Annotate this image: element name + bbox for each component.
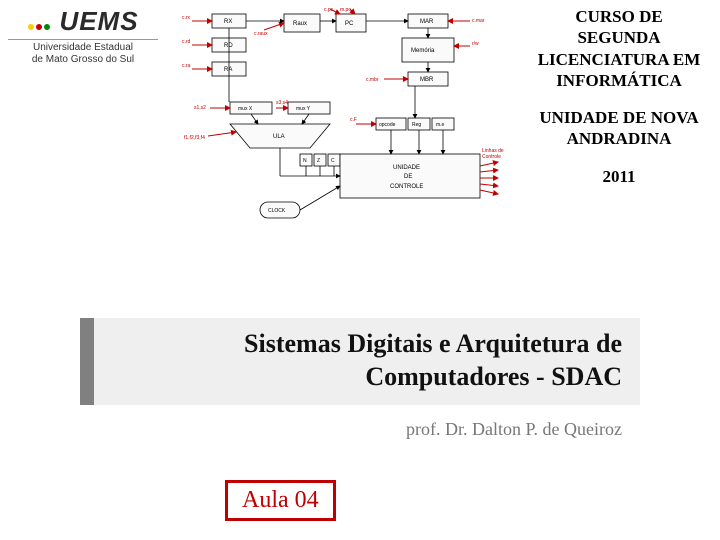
logo-dots — [27, 17, 51, 35]
svg-text:RX: RX — [224, 19, 232, 25]
svg-text:mux X: mux X — [238, 106, 253, 112]
svg-text:c.ra: c.ra — [182, 63, 191, 69]
svg-text:m.pc: m.pc — [340, 7, 351, 13]
svg-text:MAR: MAR — [420, 19, 434, 25]
svg-text:CONTROLE: CONTROLE — [390, 184, 423, 190]
svg-text:c.rx: c.rx — [182, 15, 191, 21]
svg-text:c.mbr: c.mbr — [366, 77, 379, 83]
course-name: CURSO DE SEGUNDA LICENCIATURA EM INFORMÁ… — [524, 6, 714, 91]
svg-text:DE: DE — [404, 174, 412, 180]
architecture-diagram: RX RD RA Raux PC MAR Memória MBR mux X m… — [180, 6, 510, 236]
svg-text:Reg: Reg — [412, 122, 421, 128]
svg-text:CLOCK: CLOCK — [268, 208, 286, 214]
svg-text:C: C — [331, 158, 335, 164]
logo-brand-row: UEMS — [8, 6, 158, 37]
svg-text:Raux: Raux — [293, 21, 307, 27]
svg-text:c.rd: c.rd — [182, 39, 191, 45]
year: 2011 — [524, 166, 714, 187]
svg-text:m.e: m.e — [436, 122, 445, 128]
svg-text:c.F: c.F — [350, 117, 357, 123]
author: prof. Dr. Dalton P. de Queiroz — [80, 419, 640, 440]
svg-text:ULA: ULA — [273, 134, 285, 140]
svg-text:c.mar: c.mar — [472, 18, 485, 24]
svg-text:RA: RA — [224, 67, 232, 73]
course-info: CURSO DE SEGUNDA LICENCIATURA EM INFORMÁ… — [524, 6, 714, 203]
svg-text:s3,s4: s3,s4 — [276, 100, 288, 106]
title-bar: Sistemas Digitais e Arquitetura de Compu… — [80, 318, 640, 405]
logo-subtitle: Universidade Estadual de Mato Grosso do … — [8, 39, 158, 66]
svg-text:Controle: Controle — [482, 154, 501, 160]
svg-text:Z: Z — [317, 158, 320, 164]
title-block: Sistemas Digitais e Arquitetura de Compu… — [80, 318, 640, 440]
svg-text:opcode: opcode — [379, 122, 396, 128]
logo-brand: UEMS — [59, 6, 138, 36]
svg-text:UNIDADE: UNIDADE — [393, 165, 420, 171]
svg-text:PC: PC — [345, 21, 354, 27]
svg-text:MBR: MBR — [420, 77, 434, 83]
lecture-badge: Aula 04 — [225, 480, 336, 521]
svg-text:f1,f2,f3,f4: f1,f2,f3,f4 — [184, 135, 205, 141]
svg-text:N: N — [303, 158, 307, 164]
unit-name: UNIDADE DE NOVA ANDRADINA — [524, 107, 714, 150]
svg-text:Memória: Memória — [411, 48, 435, 54]
svg-text:c.raux: c.raux — [254, 31, 268, 37]
svg-text:mux Y: mux Y — [296, 106, 311, 112]
title-line2: Computadores - SDAC — [112, 361, 622, 394]
svg-text:r/w: r/w — [472, 41, 479, 47]
title-line1: Sistemas Digitais e Arquitetura de — [112, 328, 622, 361]
svg-text:s1,s2: s1,s2 — [194, 105, 206, 111]
logo-block: UEMS Universidade Estadual de Mato Gross… — [8, 6, 158, 66]
